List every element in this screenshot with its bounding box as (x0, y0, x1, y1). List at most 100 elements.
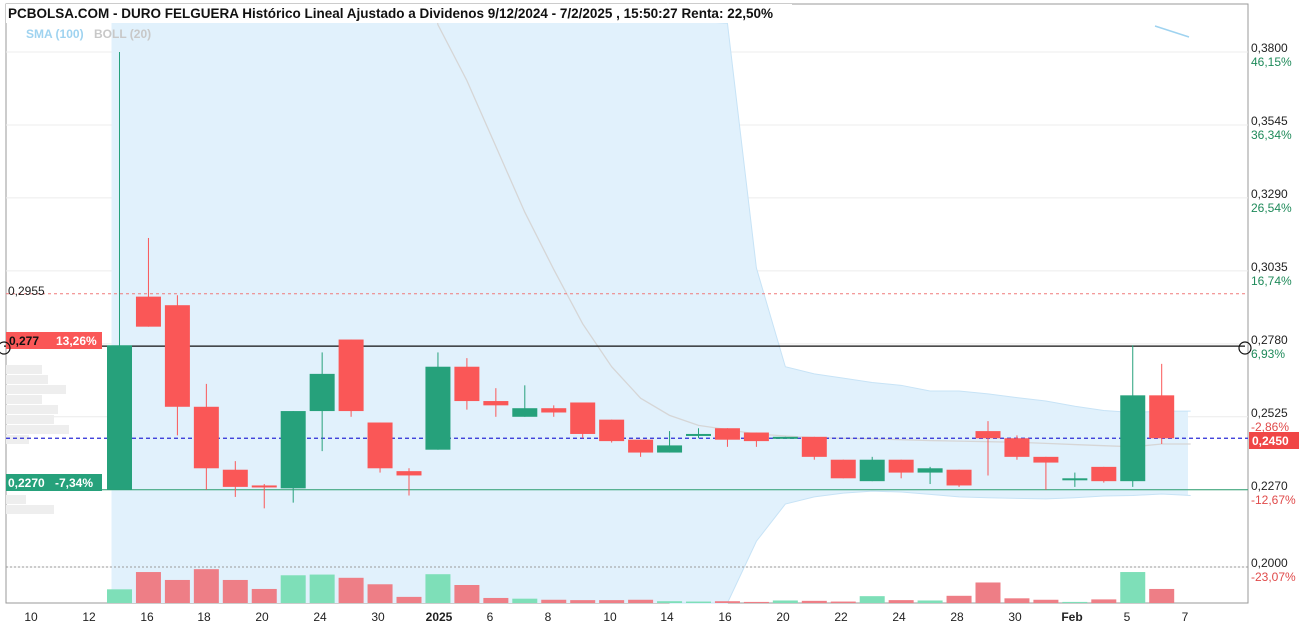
candle-body (1149, 395, 1175, 439)
volume-bar (164, 579, 190, 603)
candle-body (222, 469, 248, 487)
y-tick-price: 0,3545 (1251, 114, 1288, 128)
volume-profile-bar (6, 415, 54, 424)
y-tick-percent: -2,86% (1251, 420, 1289, 434)
x-tick-label: 24 (313, 610, 327, 624)
title-background (6, 4, 792, 23)
y-tick-price: 0,3290 (1251, 187, 1288, 201)
y-tick-percent: 16,74% (1251, 274, 1292, 288)
y-tick-price: 0,3800 (1251, 41, 1288, 55)
y-tick-percent: -23,07% (1251, 570, 1296, 584)
y-tick-percent: 26,54% (1251, 201, 1292, 215)
volume-bar (251, 588, 277, 603)
x-tick-label: 20 (255, 610, 269, 624)
x-tick-label: 24 (892, 610, 906, 624)
volume-bar (1120, 572, 1146, 603)
bollinger-lower-line (669, 490, 1191, 604)
volume-bar (309, 574, 335, 603)
volume-bar (367, 584, 393, 603)
y-tick-percent: -12,67% (1251, 493, 1296, 507)
candle-body (714, 428, 740, 440)
volume-bar (628, 599, 654, 603)
candle-body (657, 445, 683, 453)
volume-bar (512, 598, 538, 603)
x-tick-label: 5 (1124, 610, 1131, 624)
x-tick-label: 14 (660, 610, 674, 624)
candle-body (338, 339, 364, 412)
hline-left-handle[interactable] (0, 341, 11, 355)
candle-body (193, 406, 219, 469)
volume-bar (1149, 588, 1175, 603)
support-tag-pct: -7,34% (55, 476, 93, 490)
volume-bar (801, 600, 827, 603)
y-tick-percent: 46,15% (1251, 55, 1292, 69)
resistance-label: 0,2955 (8, 284, 45, 298)
y-tick-percent: 36,34% (1251, 128, 1292, 142)
support-tag-background (6, 474, 102, 491)
candlesticks (107, 52, 1175, 509)
volume-bar (917, 600, 943, 603)
volume-bar (135, 572, 161, 603)
x-tick-label: 16 (718, 610, 732, 624)
volume-bar (280, 575, 306, 603)
volume-bar (107, 589, 132, 603)
volume-bar (714, 601, 740, 603)
y-tick-price: 0,2780 (1251, 333, 1288, 347)
x-tick-label: 20 (776, 610, 790, 624)
y-tick-price: 0,2270 (1251, 479, 1288, 493)
x-tick-label: Feb (1061, 610, 1082, 624)
candle-body (628, 439, 654, 453)
candle-body (280, 411, 306, 489)
volume-bar (859, 596, 885, 603)
candle-body (541, 408, 567, 413)
volume-profile-bar (6, 425, 69, 434)
volume-bar (1004, 598, 1030, 603)
volume-profile-bar (6, 385, 66, 394)
x-axis: 10 12 16 18 20 24 30 2025 6 8 10 14 16 20 22 24 28 30 Feb 5… (24, 610, 1188, 624)
volume-profile-bar (6, 395, 42, 404)
volume-bar (743, 601, 769, 603)
volume-bar (1033, 599, 1059, 603)
candle-body (599, 419, 625, 442)
volume-bars (107, 569, 1175, 603)
volume-profile-bar (6, 365, 42, 374)
candle-body (1120, 395, 1146, 482)
hline-tag-background (6, 332, 102, 349)
volume-profile-bar (6, 435, 29, 444)
y-tick-percent: 6,93% (1251, 347, 1285, 361)
volume-bar (222, 579, 248, 603)
y-tick-price: 0,2525 (1251, 406, 1288, 420)
hline-right-handle[interactable] (1238, 341, 1252, 355)
sma-indicator-label[interactable]: SMA (100) (26, 27, 84, 41)
x-tick-label: 8 (545, 610, 552, 624)
x-tick-label: 7 (1182, 610, 1189, 624)
candle-body (396, 471, 422, 476)
x-tick-label: 6 (487, 610, 494, 624)
x-tick-label: 30 (1008, 610, 1022, 624)
candle-body (454, 366, 480, 402)
candle-body (686, 433, 711, 436)
volume-profile-bar (6, 375, 48, 384)
candle-body (135, 296, 161, 327)
volume-bar (686, 601, 711, 603)
x-tick-label: 2025 (426, 610, 453, 624)
volume-bar (888, 600, 914, 603)
candle-body (251, 485, 277, 488)
volume-profile-bar (6, 495, 26, 504)
volume-bar (946, 595, 972, 603)
x-tick-label: 22 (834, 610, 848, 624)
candle-body (164, 305, 190, 407)
candle-body (1091, 466, 1117, 482)
chart-title: PCBOLSA.COM - DURO FELGUERA Histórico Li… (8, 6, 773, 21)
support-tag-value: 0,2270 (8, 476, 45, 490)
candle-body (483, 401, 509, 406)
candle-body (107, 345, 132, 490)
bollinger-upper-line (667, 3, 1191, 414)
volume-bar (570, 600, 596, 603)
candle-body (830, 459, 856, 479)
boll-indicator-label[interactable]: BOLL (20) (94, 27, 151, 41)
volume-bar (338, 577, 364, 603)
x-tick-label: 28 (950, 610, 964, 624)
